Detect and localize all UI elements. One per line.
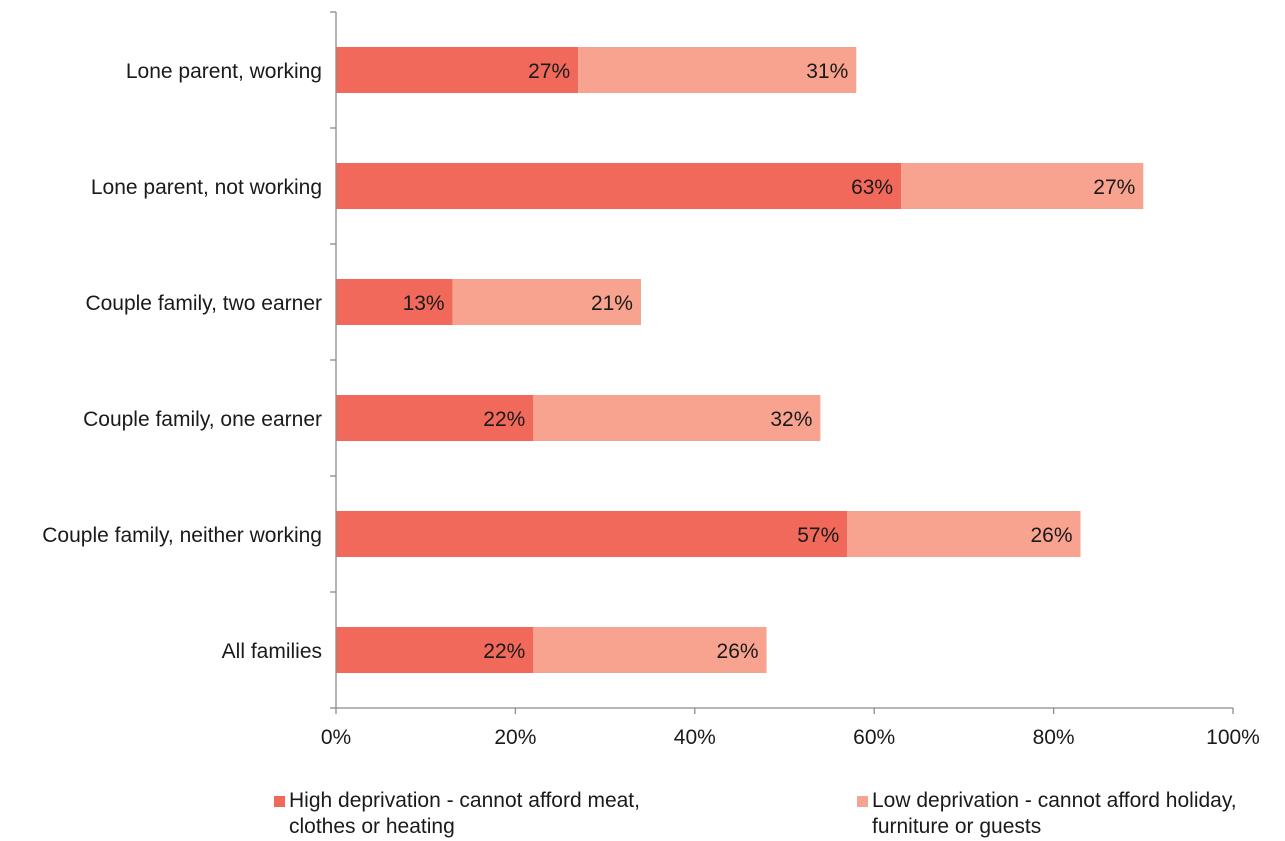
category-label-lone-parent-not-working: Lone parent, not working (91, 176, 322, 199)
category-label-couple-family-two-earner: Couple family, two earner (85, 292, 322, 315)
bar-couple-family-one-earner-series-1 (533, 395, 821, 441)
data-label-couple-family-one-earner-series-1: 32% (770, 408, 812, 431)
bar-all-families-series-1 (533, 627, 767, 673)
category-label-all-families: All families (222, 640, 322, 663)
x-tick-label: 40% (674, 726, 716, 749)
data-label-couple-family-two-earner-series-0: 13% (403, 292, 445, 315)
bar-lone-parent-not-working-series-1 (901, 163, 1144, 209)
bar-all-families-series-0 (336, 627, 534, 673)
bar-lone-parent-working-series-0 (336, 47, 579, 93)
legend-swatch-high-deprivation (274, 796, 285, 807)
bar-couple-family-neither-working-series-1 (847, 511, 1081, 557)
bar-lone-parent-working-series-1 (578, 47, 857, 93)
data-label-lone-parent-not-working-series-1: 27% (1093, 176, 1135, 199)
bar-lone-parent-not-working-series-0 (336, 163, 902, 209)
data-label-couple-family-neither-working-series-1: 26% (1030, 524, 1072, 547)
legend-label-high-deprivation: High deprivation - cannot afford meat, c… (289, 789, 640, 838)
legend-swatch-low-deprivation (857, 796, 868, 807)
category-label-couple-family-one-earner: Couple family, one earner (83, 408, 322, 431)
stacked-bar-chart: 27% 31% Lone parent, working 63% 27% Lone par… (42, 11, 1260, 749)
x-tick-label: 0% (321, 726, 351, 749)
category-label-lone-parent-working: Lone parent, working (126, 60, 322, 83)
bar-couple-family-two-earner-series-0 (336, 279, 453, 325)
data-label-lone-parent-working-series-1: 31% (806, 60, 848, 83)
data-label-lone-parent-working-series-0: 27% (528, 60, 570, 83)
bar-couple-family-neither-working-series-0 (336, 511, 848, 557)
data-label-couple-family-two-earner-series-1: 21% (591, 292, 633, 315)
x-tick-label: 60% (853, 726, 895, 749)
x-tick-label: 20% (494, 726, 536, 749)
legend: High deprivation - cannot afford meat, c… (0, 788, 1285, 841)
category-label-couple-family-neither-working: Couple family, neither working (42, 524, 322, 547)
data-label-couple-family-neither-working-series-0: 57% (797, 524, 839, 547)
data-label-all-families-series-0: 22% (483, 640, 525, 663)
legend-label-low-deprivation: Low deprivation - cannot afford holiday,… (872, 789, 1237, 838)
bar-couple-family-one-earner-series-0 (336, 395, 534, 441)
data-label-lone-parent-not-working-series-0: 63% (851, 176, 893, 199)
data-label-couple-family-one-earner-series-0: 22% (483, 408, 525, 431)
bar-couple-family-two-earner-series-1 (452, 279, 641, 325)
x-tick-label: 100% (1206, 726, 1260, 749)
data-label-all-families-series-1: 26% (717, 640, 759, 663)
x-tick-label: 80% (1033, 726, 1075, 749)
